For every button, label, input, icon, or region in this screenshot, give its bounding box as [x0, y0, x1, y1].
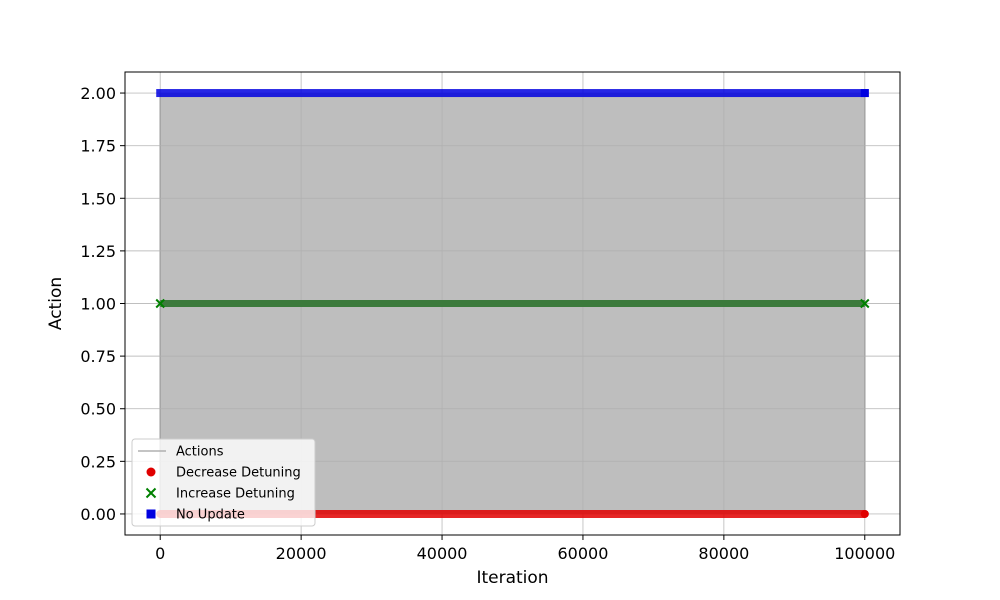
y-tick-label: 0.25	[80, 452, 116, 471]
series-no-update-point	[860, 89, 869, 98]
y-tick-label: 2.00	[80, 84, 116, 103]
series-increase-detuning-point	[860, 298, 870, 309]
legend-no-update-swatch	[146, 509, 156, 519]
y-tick-label: 0.75	[80, 347, 116, 366]
axes: 0 20000 40000 60000 80000 100000 0.00 0.25 0.50 0…	[80, 71, 901, 563]
series-decrease-detuning-point	[860, 509, 869, 518]
x-tick-label: 60000	[558, 544, 609, 563]
series-increase-detuning-band	[160, 300, 865, 307]
x-tick-label: 20000	[276, 544, 327, 563]
legend-increase-detuning-swatch	[145, 487, 157, 499]
x-tick-label: 40000	[417, 544, 468, 563]
x-tick-label: 100000	[834, 544, 895, 563]
legend-increase-detuning-label: Increase Detuning	[176, 487, 295, 502]
legend-no-update-label: No Update	[176, 508, 245, 523]
legend-decrease-detuning-label: Decrease Detuning	[176, 466, 301, 481]
y-tick-label: 0.50	[80, 400, 116, 419]
series-no-update-band	[156, 89, 869, 98]
y-tick-label: 1.75	[80, 137, 116, 156]
legend: Actions Decrease Detuning Increase Detunin…	[131, 438, 316, 527]
series-increase-detuning-point	[155, 298, 165, 309]
x-tick-label: 80000	[698, 544, 749, 563]
y-tick-label: 1.25	[80, 242, 116, 261]
legend-actions-label: Actions	[176, 445, 224, 460]
series-decrease-detuning-band	[156, 509, 869, 518]
y-axis-label: Action	[46, 277, 66, 330]
legend-decrease-detuning-swatch	[146, 467, 156, 477]
x-tick-label: 0	[155, 544, 165, 563]
legend-box	[131, 438, 316, 527]
y-tick-label: 1.00	[80, 295, 116, 314]
y-tick-label: 0.00	[80, 505, 116, 524]
y-tick-label: 1.50	[80, 189, 116, 208]
x-axis-label: Iteration	[476, 568, 548, 588]
